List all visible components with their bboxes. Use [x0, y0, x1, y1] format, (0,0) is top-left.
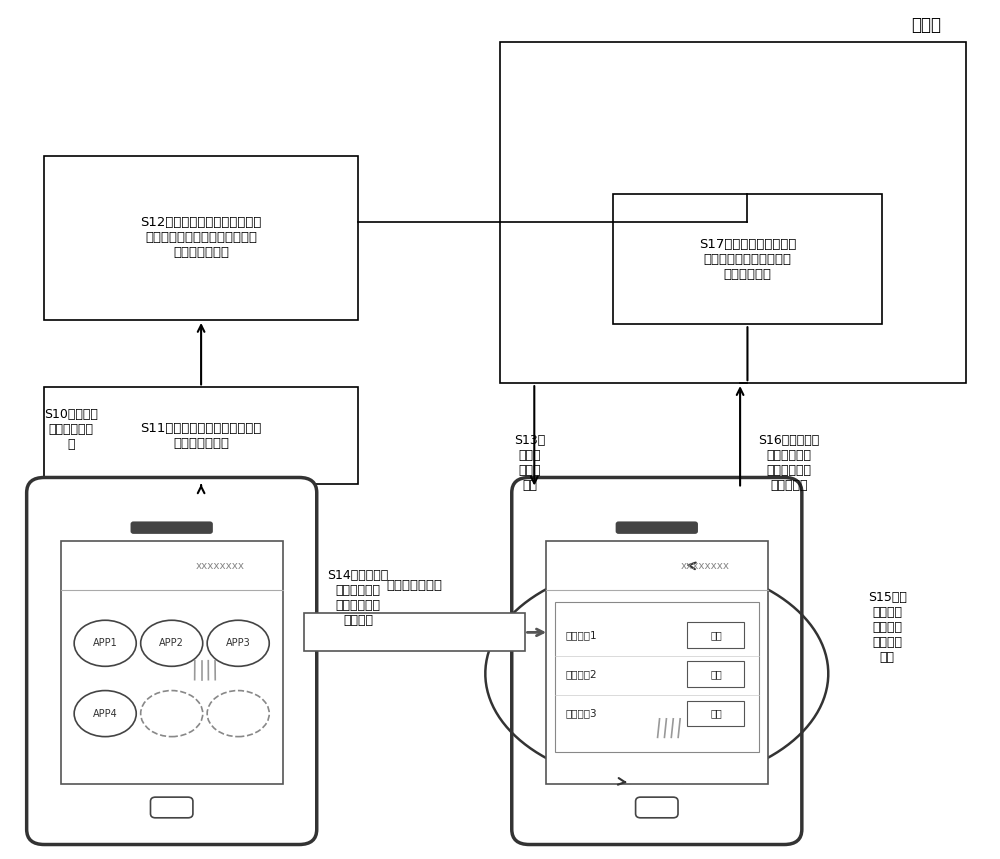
Text: APP3: APP3	[226, 638, 251, 649]
Text: 资源特征1: 资源特征1	[565, 631, 597, 640]
Text: S15、确
定目标用
户选择过
滤的资源
特征: S15、确 定目标用 户选择过 滤的资源 特征	[868, 591, 907, 664]
Text: APP2: APP2	[159, 638, 184, 649]
Text: APP4: APP4	[93, 709, 118, 719]
Text: S14、至少显示
虚拟资源及虚
拟资源关联的
过滤提示: S14、至少显示 虚拟资源及虚 拟资源关联的 过滤提示	[327, 569, 389, 627]
Text: APP1: APP1	[93, 638, 118, 649]
Ellipse shape	[207, 620, 269, 667]
FancyBboxPatch shape	[27, 478, 317, 844]
Ellipse shape	[74, 691, 136, 737]
FancyBboxPatch shape	[500, 42, 966, 383]
FancyBboxPatch shape	[613, 194, 882, 325]
FancyBboxPatch shape	[616, 521, 698, 534]
Ellipse shape	[141, 620, 203, 667]
Text: 终端的显示调整: 终端的显示调整	[386, 579, 442, 593]
Text: S11、确定分配给所述目标用户
的目标虚拟资源: S11、确定分配给所述目标用户 的目标虚拟资源	[140, 422, 262, 450]
Text: xxxxxxxx: xxxxxxxx	[681, 561, 730, 570]
Text: 使用: 使用	[710, 669, 722, 679]
Text: 过滤: 过滤	[710, 709, 722, 718]
FancyBboxPatch shape	[546, 541, 768, 784]
FancyBboxPatch shape	[150, 797, 193, 818]
FancyBboxPatch shape	[44, 156, 358, 320]
Text: S12、确定可选择过滤的可过滤
资源特征，为所述可过滤资源特
征关联过滤提示: S12、确定可选择过滤的可过滤 资源特征，为所述可过滤资源特 征关联过滤提示	[140, 216, 262, 259]
FancyBboxPatch shape	[44, 387, 358, 484]
Text: 资源特征3: 资源特征3	[565, 709, 597, 718]
FancyBboxPatch shape	[61, 541, 283, 784]
FancyBboxPatch shape	[131, 521, 213, 534]
Text: xxxxxxxx: xxxxxxxx	[196, 561, 245, 570]
FancyBboxPatch shape	[304, 613, 524, 651]
Ellipse shape	[74, 620, 136, 667]
FancyBboxPatch shape	[687, 661, 744, 687]
FancyBboxPatch shape	[687, 623, 744, 648]
Ellipse shape	[207, 691, 269, 737]
Text: S17、在第二特征集合中
增加所述过滤确认信息携
带的资源特征: S17、在第二特征集合中 增加所述过滤确认信息携 带的资源特征	[699, 238, 796, 281]
Text: 过滤: 过滤	[710, 631, 722, 640]
Text: S16、发送至少
携带所确定的
资源特征的过
滤确认信息: S16、发送至少 携带所确定的 资源特征的过 滤确认信息	[758, 434, 820, 492]
Ellipse shape	[141, 691, 203, 737]
Text: S13、
发送分
配结果
信息: S13、 发送分 配结果 信息	[514, 434, 545, 492]
Text: S10、发送虚
拟资源分配请
求: S10、发送虚 拟资源分配请 求	[44, 408, 98, 451]
Text: 资源特征2: 资源特征2	[565, 669, 597, 679]
FancyBboxPatch shape	[687, 701, 744, 726]
FancyBboxPatch shape	[512, 478, 802, 844]
Text: 服务器: 服务器	[911, 15, 941, 34]
FancyBboxPatch shape	[555, 602, 759, 752]
FancyBboxPatch shape	[636, 797, 678, 818]
